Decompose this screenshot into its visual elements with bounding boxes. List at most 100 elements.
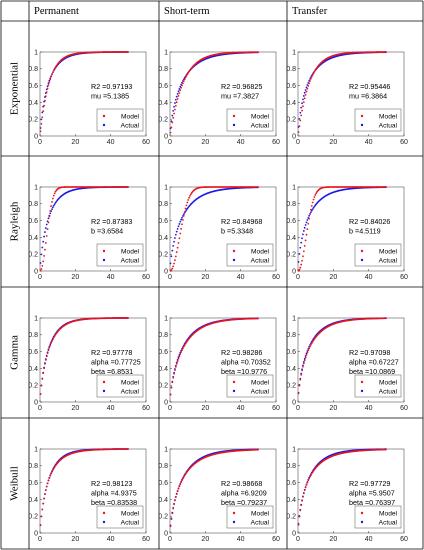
legend-label-model: Model <box>121 113 139 120</box>
point-model <box>127 186 129 188</box>
point-actual <box>45 223 48 226</box>
y-tick-label: 0.8 <box>158 201 168 208</box>
y-tick-label: 0.8 <box>286 463 296 470</box>
y-tick-label: 0.2 <box>28 252 38 259</box>
point-model <box>49 210 52 212</box>
y-tick-label: 0.2 <box>158 117 168 124</box>
point-actual <box>49 212 52 215</box>
point-model <box>297 392 300 395</box>
point-model <box>45 235 48 237</box>
series-model <box>169 51 259 134</box>
point-actual <box>177 225 180 228</box>
series-model <box>297 448 387 526</box>
legend-marker-actual <box>232 123 236 127</box>
point-model <box>39 130 42 133</box>
stat-line: R2 =0.97193 <box>91 82 132 91</box>
legend-marker-model <box>102 380 106 384</box>
point-actual <box>53 203 56 206</box>
point-model <box>182 214 185 217</box>
legend-marker-actual <box>232 520 236 524</box>
point-model <box>189 193 192 196</box>
point-actual <box>51 206 54 209</box>
point-model <box>44 489 47 492</box>
point-model <box>174 369 176 372</box>
stat-line: R2 =0.98286 <box>221 348 262 357</box>
point-actual <box>174 237 176 239</box>
stat-line: mu =5.1385 <box>91 92 129 101</box>
stat-line: alpha =4.9375 <box>91 489 137 498</box>
point-model <box>172 116 175 119</box>
point-model <box>174 365 177 368</box>
y-tick-label: 0.4 <box>286 100 296 107</box>
y-tick-label: 0.4 <box>286 366 296 373</box>
point-model <box>169 525 172 528</box>
point-model <box>172 376 175 379</box>
legend-marker-actual <box>360 258 364 262</box>
y-tick-label: 0 <box>164 268 168 275</box>
legend-label-actual: Actual <box>379 519 398 526</box>
point-model <box>179 483 182 486</box>
y-tick-label: 0.4 <box>286 235 296 242</box>
x-tick-label: 60 <box>400 405 408 412</box>
legend: Model Actual <box>354 505 402 529</box>
point-model <box>300 504 303 507</box>
legend-box <box>226 108 274 132</box>
point-model <box>304 239 307 242</box>
point-model <box>52 336 55 339</box>
point-model <box>309 213 311 215</box>
legend-label-actual: Actual <box>121 257 140 264</box>
point-actual <box>302 364 304 367</box>
y-tick-label: 0.6 <box>286 349 296 356</box>
point-model <box>297 131 300 134</box>
y-tick-label: 1 <box>34 184 38 191</box>
y-tick-label: 0.6 <box>28 349 38 356</box>
stat-line: R2 =0.95446 <box>349 82 390 91</box>
stat-line: mu =6.3864 <box>349 92 387 101</box>
x-tick-label: 0 <box>38 139 42 146</box>
point-actual <box>42 240 45 243</box>
stat-line: R2 =0.98668 <box>221 479 262 488</box>
y-tick-label: 0.6 <box>28 480 38 487</box>
point-model <box>175 251 178 254</box>
legend: Model Actual <box>354 243 402 267</box>
point-model <box>183 474 186 477</box>
legend: Model Actual <box>96 108 144 132</box>
point-model <box>307 84 310 87</box>
stat-line: alpha =0.67227 <box>349 358 399 367</box>
axes-box <box>169 448 277 534</box>
legend-label-actual: Actual <box>379 122 398 129</box>
legend-label-actual: Actual <box>251 122 270 129</box>
point-actual <box>174 233 177 236</box>
legend-label-actual: Actual <box>251 257 270 264</box>
legend-label-model: Model <box>251 113 269 120</box>
point-model <box>46 352 49 355</box>
point-model <box>51 469 54 471</box>
point-model <box>184 473 187 475</box>
point-actual <box>303 91 306 94</box>
y-tick-label: 0.6 <box>28 83 38 90</box>
point-model <box>301 499 303 502</box>
point-actual <box>39 262 42 264</box>
y-tick-label: 0.6 <box>286 83 296 90</box>
x-tick-label: 0 <box>38 274 42 281</box>
point-actual <box>301 102 303 105</box>
point-actual <box>40 118 43 121</box>
point-model <box>309 343 312 346</box>
point-model <box>179 89 182 92</box>
point-model <box>181 479 183 482</box>
legend-marker-actual <box>102 123 106 127</box>
point-model <box>307 479 310 482</box>
point-model <box>308 347 311 350</box>
point-model <box>186 73 189 76</box>
point-actual <box>177 90 180 93</box>
y-tick-label: 0.8 <box>28 66 38 73</box>
x-tick-label: 20 <box>71 536 79 543</box>
y-tick-label: 0 <box>164 530 168 537</box>
point-model <box>305 484 308 486</box>
x-tick-label: 40 <box>107 405 115 412</box>
legend-box <box>226 243 274 267</box>
point-actual <box>43 235 45 238</box>
point-model <box>40 515 43 518</box>
point-model <box>180 227 183 230</box>
legend-marker-model <box>232 511 236 515</box>
